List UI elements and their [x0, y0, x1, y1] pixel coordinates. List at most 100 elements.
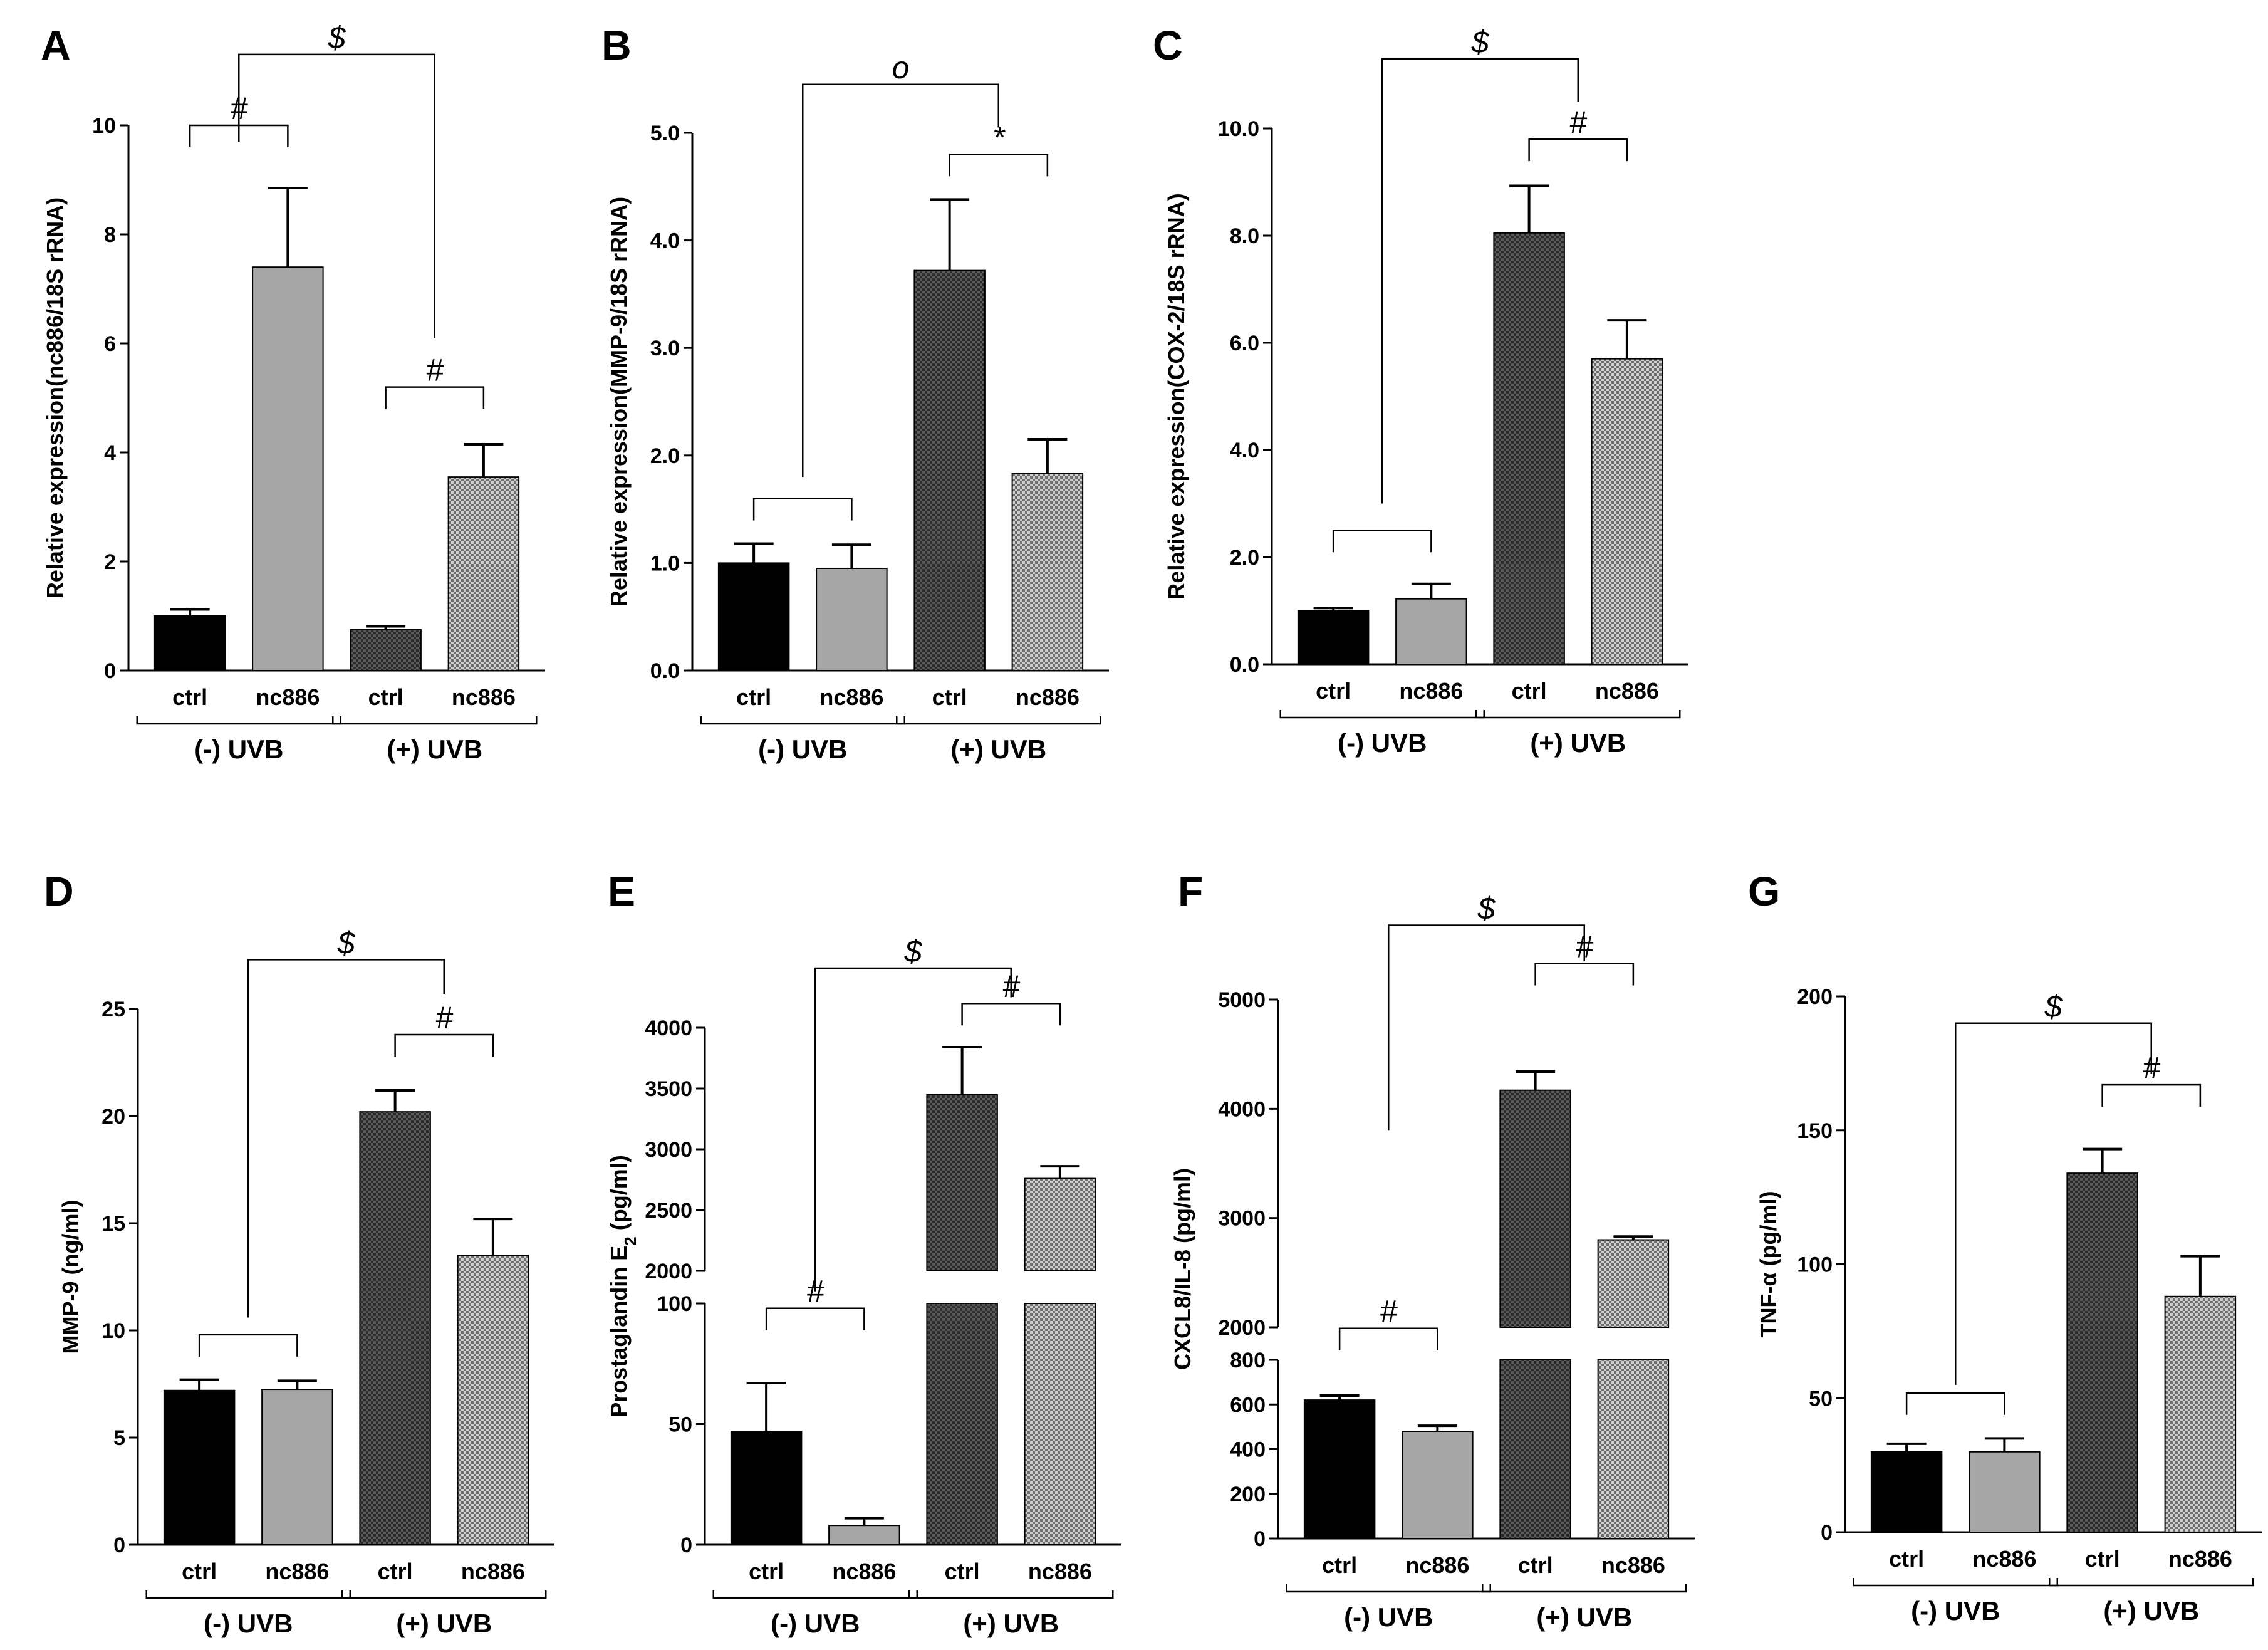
- y-tick-label: 4000: [645, 1016, 692, 1040]
- chart-panel-f: F 0 200 400 600 800 2000 3000 4000 5000 CXCL8/IL-8…: [1170, 868, 1695, 1632]
- bar-nc886-minus-uvb: [1402, 1431, 1474, 1539]
- y-tick-label: 1.0: [650, 551, 680, 575]
- y-axis-label: Relative expression(COX-2/18S rRNA): [1163, 193, 1189, 599]
- significance-symbol: $: [904, 934, 923, 969]
- significance-bracket: [765, 1307, 865, 1330]
- y-tick-label: 0.0: [650, 659, 680, 683]
- significance-symbol: o: [892, 50, 910, 85]
- significance-symbol: $: [1471, 24, 1490, 60]
- y-tick-label: 100: [657, 1292, 692, 1316]
- x-tick-label: ctrl: [378, 1559, 413, 1584]
- significance-bracket: [752, 498, 853, 521]
- x-tick-label: nc886: [461, 1559, 525, 1584]
- y-tick-label: 6: [104, 332, 116, 356]
- group-label: (-) UVB: [1911, 1596, 2000, 1626]
- x-tick-label: nc886: [1972, 1546, 2036, 1572]
- group-bracket: [712, 1590, 918, 1599]
- chart-panel-e: E 0 50 100 2000 2500 3000 3500 4000 Prostaglandin…: [606, 868, 1121, 1638]
- y-tick-label: 5000: [1218, 988, 1266, 1012]
- bar-nc886-plus-uvb-lower: [1597, 1359, 1670, 1539]
- group-label: (+) UVB: [387, 734, 482, 764]
- significance-bracket: [1388, 924, 1585, 1131]
- y-tick-label: 0: [680, 1533, 692, 1557]
- bar-ctrl-plus-uvb: [359, 1111, 431, 1546]
- group-label: (+) UVB: [1536, 1602, 1632, 1632]
- bar-nc886-plus-uvb: [457, 1255, 529, 1546]
- significance-bracket: [814, 967, 1012, 1292]
- y-tick-label: 4000: [1218, 1097, 1266, 1121]
- bar-nc886-minus-uvb: [1969, 1451, 2041, 1533]
- x-tick-label: ctrl: [172, 684, 207, 710]
- bar-ctrl-minus-uvb: [1297, 610, 1370, 665]
- y-tick-label: 0: [113, 1533, 125, 1557]
- x-tick-label: ctrl: [2085, 1546, 2120, 1572]
- group-bracket: [145, 1590, 351, 1599]
- panel-label-f: F: [1178, 868, 1203, 914]
- y-tick-label: 600: [1230, 1393, 1266, 1417]
- group-label: (-) UVB: [758, 734, 847, 764]
- y-tick-label: 5.0: [650, 122, 680, 145]
- significance-symbol: $: [328, 20, 346, 55]
- bar-ctrl-minus-uvb: [730, 1431, 803, 1546]
- bar-ctrl-minus-uvb: [163, 1389, 236, 1546]
- bar-ctrl-minus-uvb: [153, 615, 226, 671]
- y-axis-label: Relative expression(MMP-9/18S rRNA): [606, 197, 632, 607]
- chart-panel-c: C 0.0 2.0 4.0 6.0 8.0 10.0 Relative expression(…: [1153, 22, 1688, 758]
- x-tick-label: nc886: [1016, 684, 1079, 710]
- significance-symbol: $: [2044, 989, 2063, 1024]
- y-tick-label: 25: [101, 998, 125, 1021]
- x-tick-label: ctrl: [1322, 1552, 1357, 1578]
- y-tick-label: 2000: [1218, 1316, 1266, 1340]
- panel-label-e: E: [608, 868, 635, 914]
- chart-panel-g: G 0 50 100 150 200 TNF-α (pg/ml) ctrl nc886 ctrl n…: [1748, 868, 2262, 1626]
- bar-ctrl-minus-uvb: [1870, 1451, 1943, 1533]
- significance-bracket: [247, 959, 445, 1318]
- significance-bracket: [394, 1033, 494, 1057]
- x-tick-label: ctrl: [1518, 1552, 1553, 1578]
- y-tick-label: 6.0: [1230, 332, 1259, 355]
- group-label: (-) UVB: [194, 734, 283, 764]
- bar-nc886-plus-uvb: [1011, 473, 1084, 671]
- group-bracket: [2049, 1578, 2254, 1587]
- x-tick-label: nc886: [1601, 1552, 1665, 1578]
- significance-symbol: $: [337, 925, 356, 960]
- bar-nc886-minus-uvb: [828, 1525, 900, 1545]
- y-tick-label: 0: [1821, 1521, 1833, 1545]
- x-tick-label: nc886: [1595, 678, 1659, 704]
- significance-bracket: [2101, 1083, 2202, 1107]
- bar-nc886-minus-uvb: [1395, 598, 1467, 665]
- group-label: (-) UVB: [1338, 728, 1427, 758]
- x-tick-label: nc886: [256, 684, 320, 710]
- significance-bracket: [238, 53, 435, 338]
- y-tick-label: 200: [1797, 985, 1833, 1009]
- significance-symbol: #: [1380, 1294, 1398, 1329]
- y-tick-label: 10.0: [1218, 117, 1259, 141]
- y-tick-label: 4.0: [1230, 439, 1259, 462]
- group-bracket: [1475, 710, 1681, 719]
- y-tick-label: 800: [1230, 1349, 1266, 1372]
- y-tick-label: 4.0: [650, 229, 680, 253]
- x-tick-label: ctrl: [1316, 678, 1351, 704]
- bar-ctrl-plus-uvb: [1499, 1089, 1571, 1328]
- x-tick-label: ctrl: [1512, 678, 1547, 704]
- bar-nc886-plus-uvb: [1591, 358, 1663, 666]
- y-tick-label: 2: [104, 550, 116, 574]
- y-tick-label: 2.0: [1230, 546, 1259, 570]
- bar-nc886-minus-uvb: [252, 266, 324, 671]
- significance-bracket: [802, 83, 999, 478]
- group-label: (-) UVB: [1344, 1602, 1433, 1632]
- bar-nc886-plus-uvb-lower: [1024, 1303, 1096, 1545]
- bar-ctrl-plus-uvb: [926, 1094, 998, 1271]
- y-tick-label: 20: [101, 1105, 125, 1129]
- group-label: (-) UVB: [771, 1609, 860, 1638]
- y-tick-label: 50: [668, 1413, 692, 1437]
- significance-bracket: [1905, 1392, 2005, 1415]
- y-tick-label: 2.0: [650, 444, 680, 468]
- significance-bracket: [1332, 530, 1432, 553]
- panel-label-b: B: [601, 22, 632, 68]
- panel-label-a: A: [41, 22, 71, 68]
- group-label: (+) UVB: [2103, 1596, 2199, 1626]
- x-tick-label: ctrl: [368, 684, 403, 710]
- significance-symbol: $: [1477, 890, 1496, 926]
- bar-ctrl-plus-uvb: [2066, 1172, 2138, 1533]
